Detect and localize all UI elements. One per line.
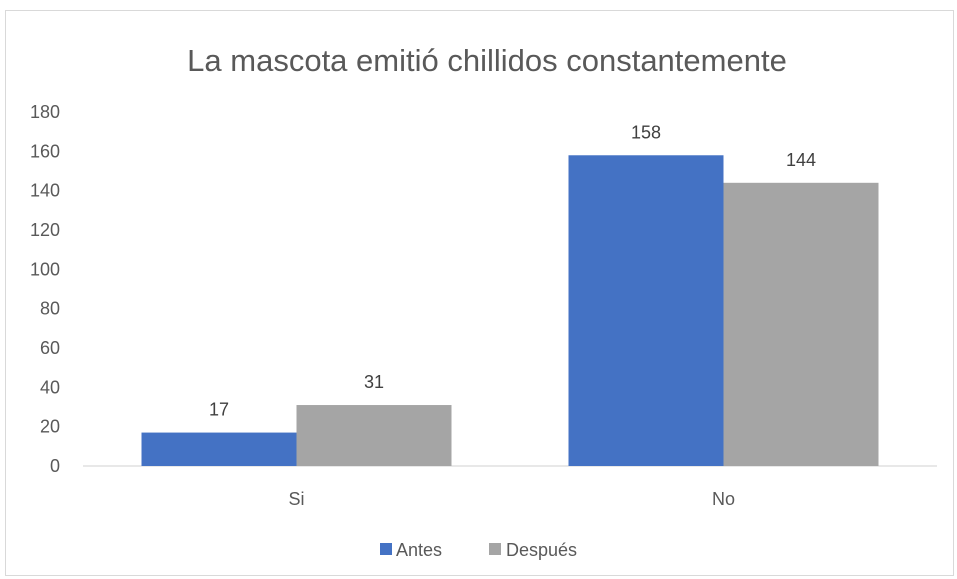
data-label: 158 [631, 122, 661, 142]
data-label: 31 [364, 372, 384, 392]
y-tick-label: 40 [40, 377, 60, 397]
legend-label-después: Después [506, 540, 577, 560]
legend-swatch-después [489, 543, 501, 555]
bars [141, 155, 879, 467]
y-tick-label: 60 [40, 338, 60, 358]
legend: Antes Después [380, 540, 577, 560]
y-axis: 0 20 40 60 80 100 120 140 160 180 [30, 102, 60, 476]
x-category-label: No [712, 489, 735, 509]
x-axis: Si No [288, 489, 735, 509]
data-label: 17 [209, 400, 229, 420]
y-tick-label: 140 [30, 181, 60, 201]
bar-antes-no [568, 155, 724, 466]
bar-después-no [723, 182, 879, 467]
y-tick-label: 0 [50, 456, 60, 476]
legend-label-antes: Antes [396, 540, 442, 560]
y-tick-label: 20 [40, 417, 60, 437]
y-tick-label: 100 [30, 259, 60, 279]
legend-swatch-antes [380, 543, 392, 555]
y-tick-label: 180 [30, 102, 60, 122]
y-tick-label: 160 [30, 141, 60, 161]
bar-antes-si [141, 432, 297, 466]
x-category-label: Si [288, 489, 304, 509]
y-tick-label: 80 [40, 299, 60, 319]
chart-title: La mascota emitió chillidos constantemen… [187, 43, 787, 78]
y-tick-label: 120 [30, 220, 60, 240]
data-labels: 17 31 158 144 [209, 122, 816, 419]
bar-después-si [296, 405, 452, 466]
data-label: 144 [786, 150, 816, 170]
